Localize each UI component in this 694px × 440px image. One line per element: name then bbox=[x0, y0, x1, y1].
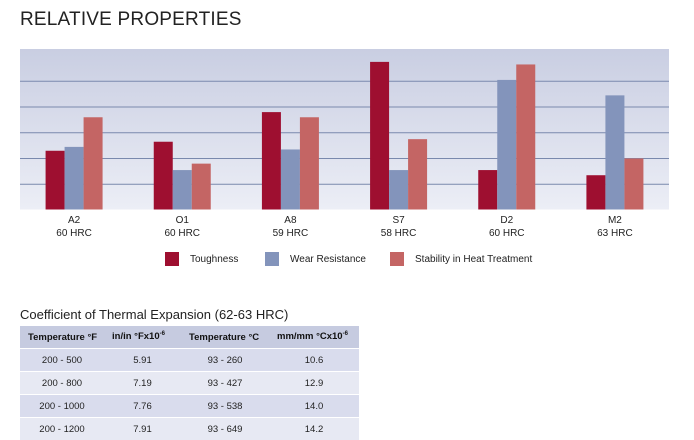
cell: 14.0 bbox=[269, 395, 359, 418]
cell: 200 - 1200 bbox=[20, 418, 104, 440]
table-row: 200 - 500 5.91 93 - 260 10.6 bbox=[20, 349, 359, 372]
x-tick-sublabel: 58 HRC bbox=[381, 228, 417, 239]
table-row: 200 - 800 7.19 93 - 427 12.9 bbox=[20, 372, 359, 395]
legend-item: Wear Resistance bbox=[265, 252, 366, 266]
cell: 93 - 649 bbox=[181, 418, 269, 440]
table-title: Coefficient of Thermal Expansion (62-63 … bbox=[20, 307, 288, 322]
header-temp-f: Temperature °F bbox=[20, 326, 104, 349]
bar-toughness-o1 bbox=[154, 142, 173, 210]
cell: 200 - 1000 bbox=[20, 395, 104, 418]
legend-label: Toughness bbox=[190, 254, 238, 265]
bar-wear-resistance-a8 bbox=[281, 149, 300, 210]
x-tick-label: M2 bbox=[608, 215, 622, 226]
x-tick-sublabel: 63 HRC bbox=[597, 228, 633, 239]
bar-toughness-d2 bbox=[478, 170, 497, 210]
table-row: 200 - 1000 7.76 93 - 538 14.0 bbox=[20, 395, 359, 418]
legend-swatch bbox=[165, 252, 179, 266]
cell: 93 - 538 bbox=[181, 395, 269, 418]
x-tick-sublabel: 59 HRC bbox=[273, 228, 309, 239]
thermal-expansion-table: Temperature °F in/in °Fx10-6 Temperature… bbox=[20, 326, 359, 440]
x-tick-label: A8 bbox=[284, 215, 297, 226]
x-tick-sublabel: 60 HRC bbox=[164, 228, 200, 239]
bar-toughness-a2 bbox=[46, 151, 65, 210]
legend-swatch bbox=[390, 252, 404, 266]
bar-toughness-a8 bbox=[262, 112, 281, 210]
bar-wear-resistance-s7 bbox=[389, 170, 408, 210]
cell: 10.6 bbox=[269, 349, 359, 372]
bar-stability-in-heat-treatment-a2 bbox=[84, 117, 103, 210]
legend-label: Wear Resistance bbox=[290, 254, 366, 265]
cell: 7.91 bbox=[104, 418, 181, 440]
legend-item: Stability in Heat Treatment bbox=[390, 252, 532, 266]
bar-stability-in-heat-treatment-a8 bbox=[300, 117, 319, 210]
cell: 14.2 bbox=[269, 418, 359, 440]
bar-wear-resistance-o1 bbox=[173, 170, 192, 210]
table-row: 200 - 1200 7.91 93 - 649 14.2 bbox=[20, 418, 359, 440]
bar-toughness-s7 bbox=[370, 62, 389, 210]
cell: 200 - 800 bbox=[20, 372, 104, 395]
header-mm-per-mm: mm/mm °Cx10-6 bbox=[269, 326, 359, 349]
legend-swatch bbox=[265, 252, 279, 266]
bar-wear-resistance-d2 bbox=[497, 80, 516, 210]
cell: 7.76 bbox=[104, 395, 181, 418]
x-tick-label: D2 bbox=[500, 215, 513, 226]
x-tick-label: S7 bbox=[392, 215, 405, 226]
x-tick-label: A2 bbox=[68, 215, 81, 226]
cell: 12.9 bbox=[269, 372, 359, 395]
relative-properties-chart: A2 60 HRC O1 60 HRC A8 59 HRC S7 58 HRC D2 60 HRC… bbox=[0, 0, 694, 245]
plot-area bbox=[20, 49, 669, 210]
bar-stability-in-heat-treatment-s7 bbox=[408, 139, 427, 210]
x-tick-label: O1 bbox=[176, 215, 190, 226]
chart-legend: Toughness Wear Resistance Stability in Hea… bbox=[0, 252, 694, 270]
bar-wear-resistance-a2 bbox=[65, 147, 84, 210]
cell: 93 - 260 bbox=[181, 349, 269, 372]
table-header-row: Temperature °F in/in °Fx10-6 Temperature… bbox=[20, 326, 359, 349]
cell: 93 - 427 bbox=[181, 372, 269, 395]
cell: 200 - 500 bbox=[20, 349, 104, 372]
header-temp-c: Temperature °C bbox=[181, 326, 269, 349]
bar-stability-in-heat-treatment-m2 bbox=[624, 158, 643, 210]
x-tick-sublabel: 60 HRC bbox=[56, 228, 92, 239]
legend-item: Toughness bbox=[165, 252, 238, 266]
header-in-per-in: in/in °Fx10-6 bbox=[104, 326, 181, 349]
cell: 5.91 bbox=[104, 349, 181, 372]
bar-stability-in-heat-treatment-o1 bbox=[192, 164, 211, 210]
bar-wear-resistance-m2 bbox=[605, 95, 624, 210]
x-tick-sublabel: 60 HRC bbox=[489, 228, 525, 239]
legend-label: Stability in Heat Treatment bbox=[415, 254, 532, 265]
cell: 7.19 bbox=[104, 372, 181, 395]
bar-stability-in-heat-treatment-d2 bbox=[516, 64, 535, 210]
bar-toughness-m2 bbox=[586, 175, 605, 210]
